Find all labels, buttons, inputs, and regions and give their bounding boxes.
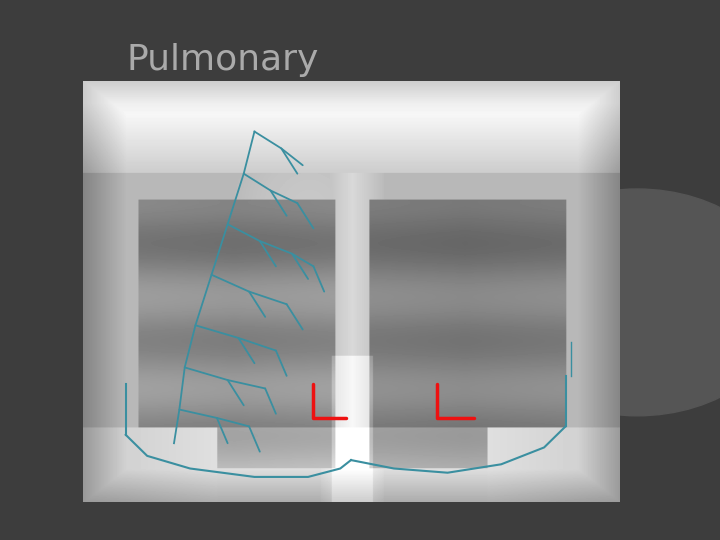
Text: Pulmonary
pattern: Pulmonary pattern	[126, 43, 318, 115]
Text: costodiaphragmatic
sinuses: costodiaphragmatic sinuses	[133, 450, 298, 489]
Circle shape	[486, 189, 720, 416]
Text: Cardiac diaphragmatic
sinuses: Cardiac diaphragmatic sinuses	[205, 417, 417, 456]
